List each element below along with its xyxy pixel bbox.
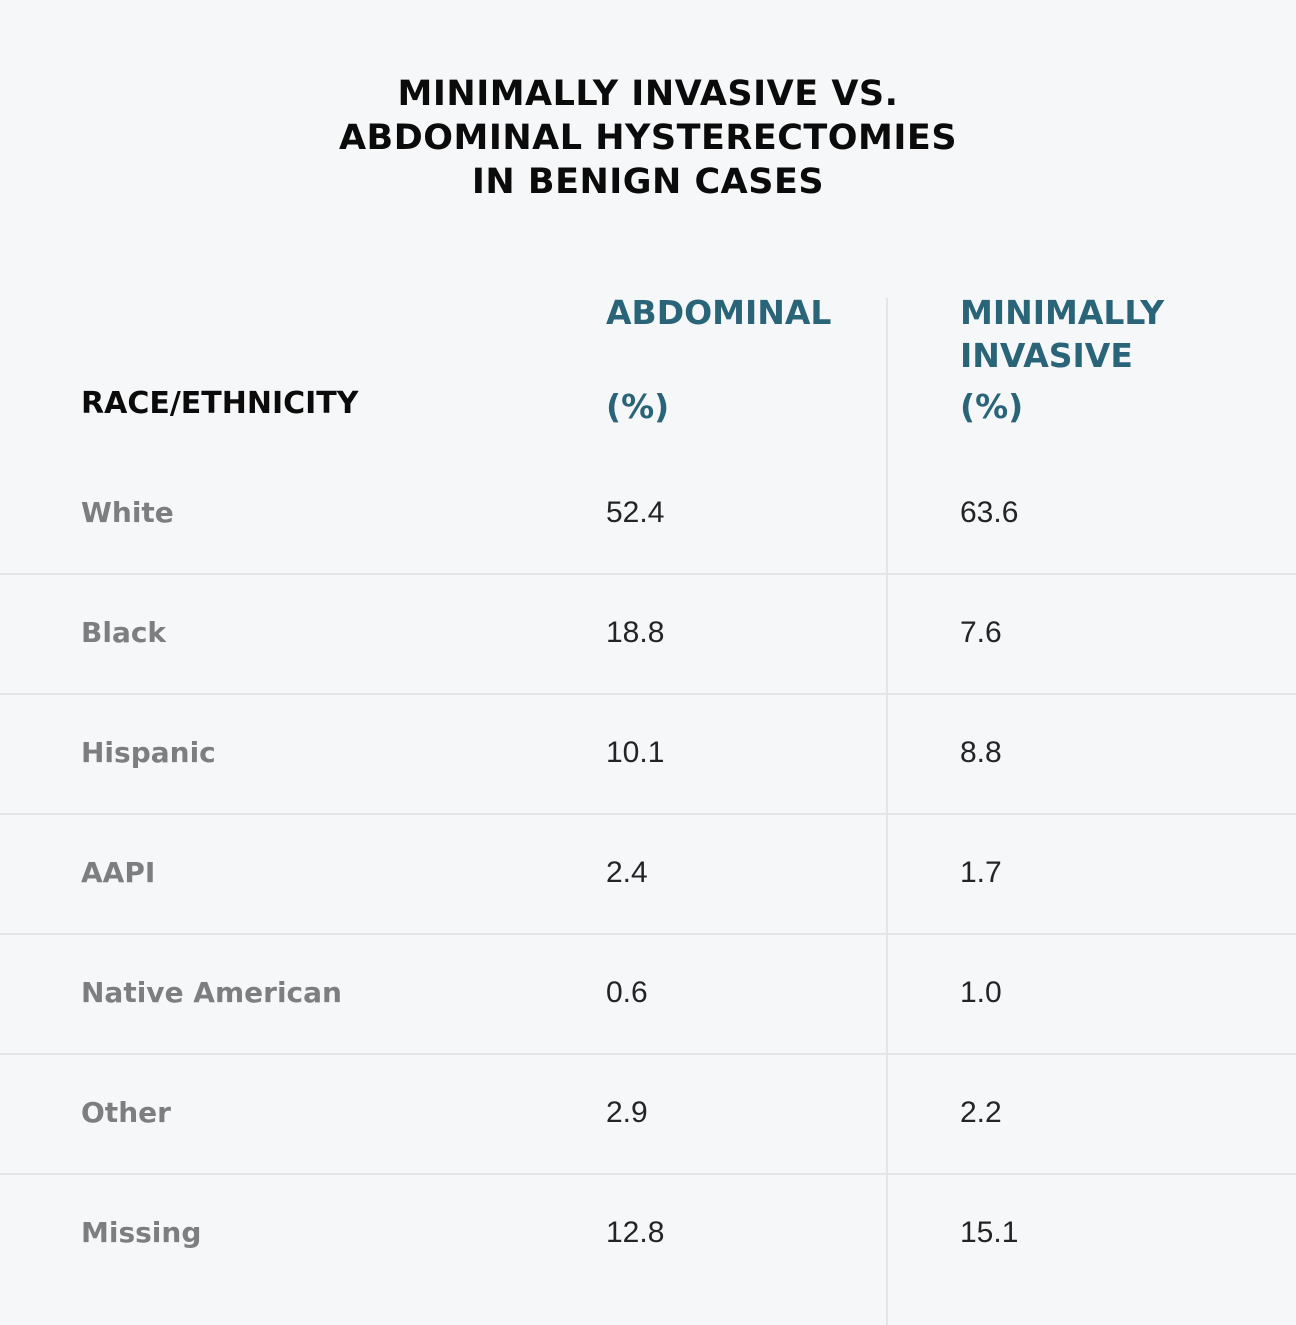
row-divider (0, 573, 1296, 575)
chart-title-line: ABDOMINAL HYSTERECTOMIES (338, 118, 958, 158)
cell-minimally-invasive: 7.6 (960, 616, 1002, 649)
row-divider (0, 933, 1296, 935)
column-header-minimally-invasive-line: INVASIVE (960, 336, 1133, 375)
cell-abdominal: 10.1 (606, 736, 665, 769)
row-label: Black (81, 616, 167, 649)
cell-abdominal: 18.8 (606, 616, 665, 649)
cell-minimally-invasive: 1.0 (960, 976, 1002, 1009)
cell-abdominal: 0.6 (606, 976, 648, 1009)
column-header-minimally-invasive-unit: (%) (960, 387, 1024, 426)
cell-minimally-invasive: 63.6 (960, 496, 1019, 529)
column-header-minimally-invasive: MINIMALLY INVASIVE (960, 291, 1164, 377)
chart-title: MINIMALLY INVASIVE VS. ABDOMINAL HYSTERE… (0, 72, 1296, 204)
chart-title-line: MINIMALLY INVASIVE VS. (397, 74, 899, 114)
column-header-abdominal-unit: (%) (606, 387, 670, 426)
cell-abdominal: 2.9 (606, 1096, 648, 1129)
row-label: White (81, 496, 174, 529)
row-divider (0, 693, 1296, 695)
row-label: Native American (81, 976, 342, 1009)
cell-abdominal: 2.4 (606, 856, 648, 889)
row-label: Other (81, 1096, 171, 1129)
cell-minimally-invasive: 8.8 (960, 736, 1002, 769)
cell-minimally-invasive: 2.2 (960, 1096, 1002, 1129)
row-divider (0, 1173, 1296, 1175)
cell-abdominal: 52.4 (606, 496, 665, 529)
chart-title-line: IN BENIGN CASES (471, 162, 825, 202)
column-header-abdominal-line: ABDOMINAL (606, 293, 832, 332)
cell-minimally-invasive: 1.7 (960, 856, 1002, 889)
cell-minimally-invasive: 15.1 (960, 1216, 1019, 1249)
row-divider (0, 1053, 1296, 1055)
column-divider (886, 298, 888, 1325)
row-label: AAPI (81, 856, 156, 889)
column-header-abdominal: ABDOMINAL (606, 291, 831, 334)
row-label: Missing (81, 1216, 202, 1249)
row-label: Hispanic (81, 736, 216, 769)
column-header-race: RACE/ETHNICITY (81, 386, 359, 421)
cell-abdominal: 12.8 (606, 1216, 665, 1249)
column-header-minimally-invasive-line: MINIMALLY (960, 293, 1165, 332)
row-divider (0, 813, 1296, 815)
